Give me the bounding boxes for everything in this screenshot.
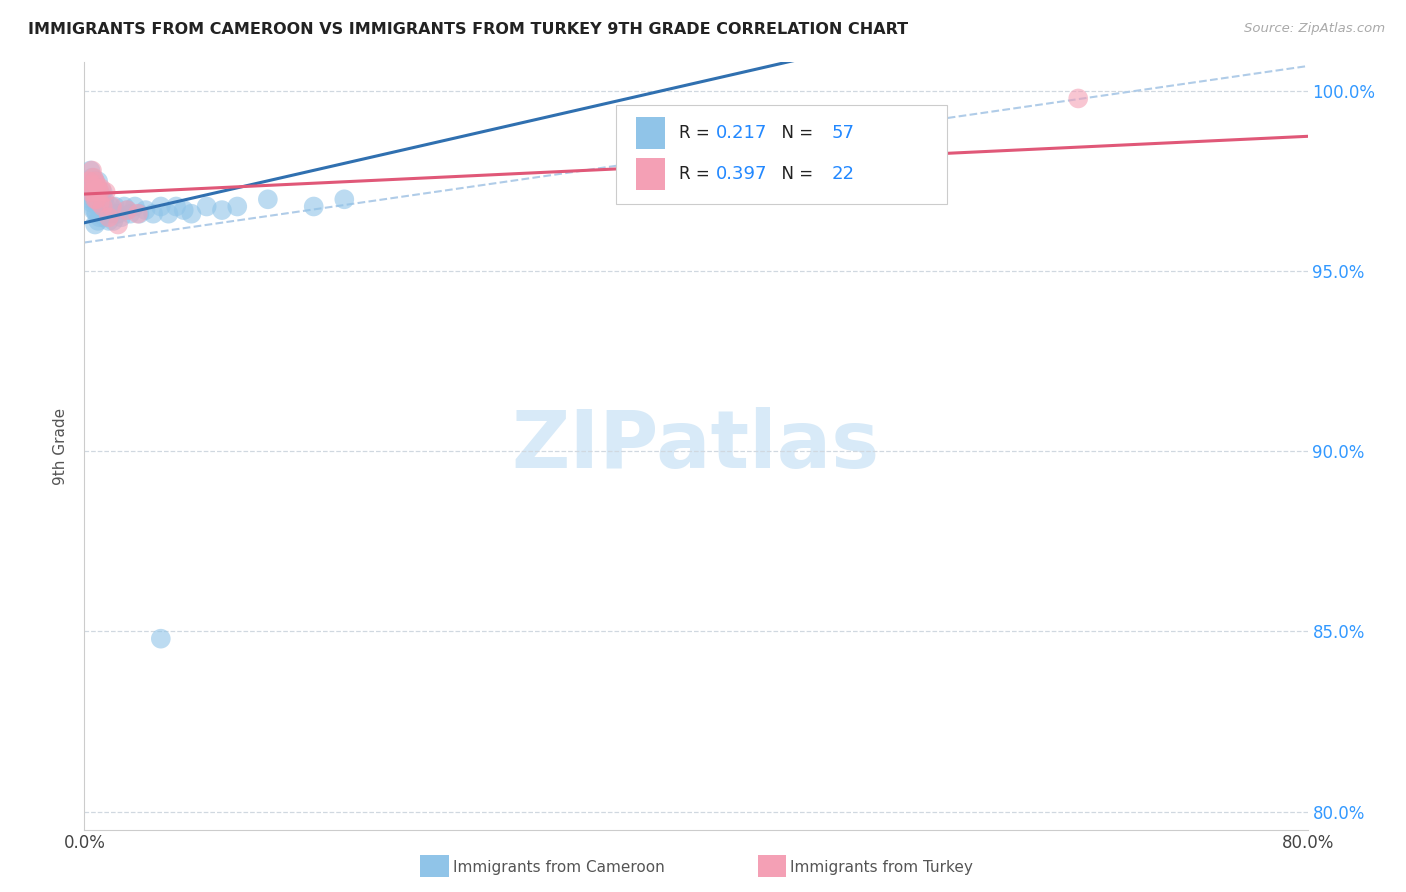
- Point: [89, 211, 111, 225]
- Text: N =: N =: [770, 165, 818, 183]
- Point: [87, 188, 110, 202]
- Point: [87, 200, 110, 214]
- Point: [90, 188, 112, 202]
- FancyBboxPatch shape: [636, 158, 665, 190]
- Point: [89, 185, 111, 199]
- Point: [127, 207, 149, 221]
- Point: [86, 195, 108, 210]
- FancyBboxPatch shape: [636, 117, 665, 149]
- Point: [149, 632, 172, 646]
- Point: [97, 214, 120, 228]
- Point: [128, 207, 150, 221]
- Point: [94, 185, 117, 199]
- Text: Immigrants from Turkey: Immigrants from Turkey: [790, 861, 973, 875]
- Point: [83, 188, 105, 202]
- Point: [333, 192, 356, 206]
- Point: [226, 200, 249, 214]
- Point: [101, 200, 124, 214]
- Point: [110, 211, 132, 225]
- Point: [195, 200, 218, 214]
- Point: [101, 207, 124, 221]
- Point: [96, 207, 118, 221]
- Point: [83, 170, 105, 185]
- Point: [84, 192, 107, 206]
- Point: [86, 178, 108, 192]
- Point: [115, 203, 138, 218]
- Point: [83, 185, 105, 199]
- Text: ZIPatlas: ZIPatlas: [512, 407, 880, 485]
- Point: [79, 163, 101, 178]
- Point: [87, 181, 110, 195]
- Point: [86, 207, 108, 221]
- Point: [93, 192, 115, 206]
- Point: [257, 192, 280, 206]
- Point: [180, 207, 202, 221]
- Point: [149, 200, 172, 214]
- Point: [115, 203, 138, 218]
- Point: [91, 185, 114, 199]
- Point: [79, 185, 101, 199]
- Point: [91, 200, 114, 214]
- Point: [80, 195, 103, 210]
- Point: [80, 170, 103, 185]
- Point: [107, 218, 129, 232]
- Text: 22: 22: [832, 165, 855, 183]
- Y-axis label: 9th Grade: 9th Grade: [53, 408, 69, 484]
- Point: [86, 192, 108, 206]
- Point: [90, 200, 112, 214]
- Point: [80, 163, 103, 178]
- Point: [84, 174, 107, 188]
- Point: [89, 195, 111, 210]
- Point: [104, 200, 127, 214]
- Point: [173, 203, 195, 218]
- FancyBboxPatch shape: [616, 104, 946, 204]
- Point: [77, 188, 100, 202]
- Point: [89, 185, 111, 199]
- Point: [1067, 91, 1090, 105]
- Point: [165, 200, 187, 214]
- Text: IMMIGRANTS FROM CAMEROON VS IMMIGRANTS FROM TURKEY 9TH GRADE CORRELATION CHART: IMMIGRANTS FROM CAMEROON VS IMMIGRANTS F…: [28, 22, 908, 37]
- Text: 57: 57: [832, 124, 855, 142]
- Point: [120, 207, 142, 221]
- Point: [135, 203, 157, 218]
- Point: [97, 211, 120, 225]
- Point: [157, 207, 180, 221]
- Point: [77, 174, 100, 188]
- Text: Immigrants from Cameroon: Immigrants from Cameroon: [453, 861, 665, 875]
- Point: [84, 192, 107, 206]
- Text: N =: N =: [770, 124, 818, 142]
- Point: [84, 174, 107, 188]
- Text: R =: R =: [679, 165, 714, 183]
- Point: [142, 207, 165, 221]
- Point: [103, 214, 125, 228]
- Point: [86, 185, 108, 199]
- Text: 0.217: 0.217: [716, 124, 766, 142]
- Point: [112, 200, 135, 214]
- Point: [84, 218, 107, 232]
- Point: [107, 207, 129, 221]
- Point: [93, 211, 115, 225]
- Point: [87, 174, 110, 188]
- Point: [83, 203, 105, 218]
- Point: [98, 200, 121, 214]
- Point: [91, 207, 114, 221]
- Point: [87, 214, 110, 228]
- Point: [84, 203, 107, 218]
- Point: [124, 200, 146, 214]
- Text: R =: R =: [679, 124, 714, 142]
- Point: [302, 200, 325, 214]
- Point: [211, 203, 233, 218]
- Point: [89, 200, 111, 214]
- Text: 0.397: 0.397: [716, 165, 768, 183]
- Point: [80, 185, 103, 199]
- Point: [90, 181, 112, 195]
- Point: [94, 200, 117, 214]
- Point: [79, 192, 101, 206]
- Text: Source: ZipAtlas.com: Source: ZipAtlas.com: [1244, 22, 1385, 36]
- Point: [80, 178, 103, 192]
- Point: [83, 174, 105, 188]
